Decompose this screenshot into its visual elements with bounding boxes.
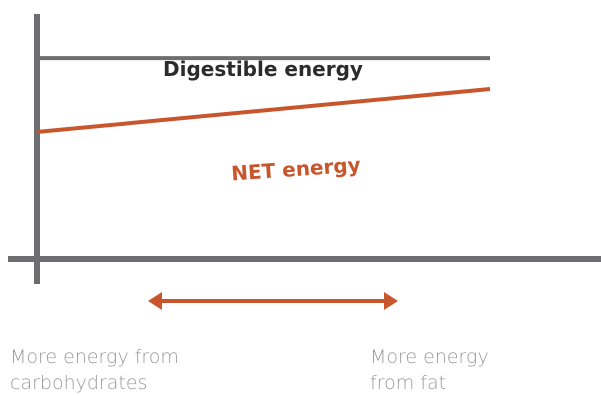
left-footer-line-2: carbohydrates xyxy=(10,372,147,394)
range-arrow-left-head xyxy=(148,292,162,310)
series-line-net-energy xyxy=(37,87,491,134)
series-group xyxy=(37,56,491,134)
right-footer-line-1: More energy xyxy=(370,346,489,368)
right-footer-line-2: from fat xyxy=(370,372,446,394)
series-label-net-energy: NET energy xyxy=(230,153,361,186)
footer-labels: More energy from carbohydrates More ener… xyxy=(10,346,489,394)
series-labels: Digestible energy NET energy xyxy=(163,57,363,185)
series-label-digestible-energy: Digestible energy xyxy=(163,57,363,81)
left-footer-line-1: More energy from xyxy=(10,346,179,368)
range-arrow-right-head xyxy=(384,292,398,310)
axes xyxy=(8,14,601,284)
range-arrow-group xyxy=(148,292,398,310)
